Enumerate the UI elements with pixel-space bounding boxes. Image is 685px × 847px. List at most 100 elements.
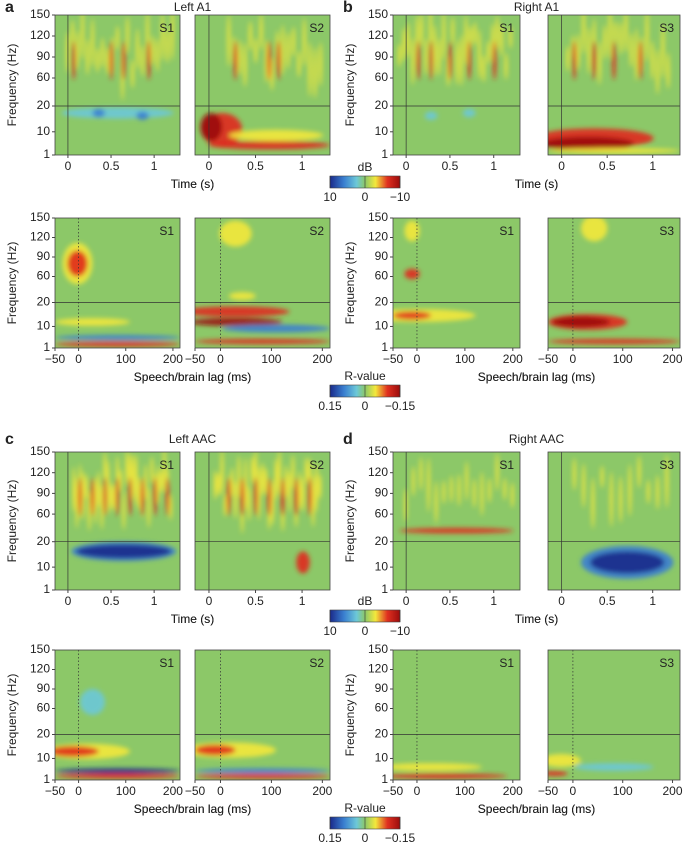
heatmap-blob [291,26,296,58]
y-tick-label: 1 [43,340,50,354]
x-tick-label: 0.5 [103,159,120,173]
heatmap-blob [259,15,263,51]
plot-frame [194,649,331,781]
heatmap-blob [460,34,464,87]
x-tick-label: 0.5 [599,594,616,608]
x-axis-label: Speech/brain lag (ms) [134,802,251,816]
heatmap-texture [195,742,330,779]
heatmap-texture [548,754,654,777]
heatmap-blob [548,754,581,767]
heatmap-blob [248,21,252,51]
x-tick-label: 200 [503,784,523,798]
heatmap-blob [151,35,154,66]
subject-tag: S1 [159,224,174,238]
plot-frame [54,451,181,591]
heatmap-blob [90,477,95,517]
y-tick-label: 120 [30,662,50,676]
heatmap-blob [250,455,254,485]
heatmap-blob [72,40,76,81]
x-tick-label: 200 [312,352,332,366]
heatmap-blob [477,29,481,80]
x-tick-label: −50 [45,784,66,798]
heatmap-blob [472,478,476,508]
heatmap-blob [109,40,113,81]
x-tick-label: 100 [613,784,633,798]
colorbar-tick-label: −0.15 [385,831,416,845]
heatmap-bg [393,650,520,780]
heatmap-blob [131,453,135,501]
x-tick-label: 0 [65,594,72,608]
heatmap-blob [112,483,116,512]
x-tick-label: 0 [75,784,82,798]
heatmap [572,454,674,579]
x-tick-label: 0 [414,352,421,366]
heatmap-blob [650,40,654,80]
x-tick-label: −50 [383,784,404,798]
heatmap-blob [574,763,654,771]
heatmap-blob [126,16,129,54]
x-axis-label: Speech/brain lag (ms) [478,370,595,384]
heatmap-blob [608,15,612,60]
y-tick-label: 20 [375,295,389,309]
heatmap-blob [291,454,295,490]
heatmap-blob [226,477,231,517]
y-tick-label: 1 [381,340,388,354]
x-axis-label: Time (s) [515,612,559,626]
subject-tag: S3 [659,458,674,472]
heatmap-blob [500,24,504,57]
y-tick-label: 90 [37,486,51,500]
x-tick-label: 0 [403,594,410,608]
heatmap-blob [97,470,101,508]
heatmap-blob [628,464,632,517]
x-tick-label: 0 [217,352,224,366]
heatmap-blob [420,15,424,48]
x-tick-label: 1 [151,159,158,173]
heatmap-blob [592,40,597,81]
heatmap [200,15,330,150]
heatmap-blob [397,43,401,67]
heatmap-blob [162,452,166,493]
heatmap-texture [55,242,180,347]
heatmap-blob [314,461,319,513]
y-tick-label: 60 [37,70,51,84]
heatmap-blob [195,773,330,779]
heatmap-blob [103,452,107,486]
y-tick-label: 1 [43,582,50,596]
y-tick-label: 150 [30,642,50,656]
y-tick-label: 150 [30,444,50,458]
subject-tag: S2 [309,21,324,35]
heatmap-blob [91,18,94,68]
y-tick-label: 10 [37,751,51,765]
y-tick-label: 120 [368,465,388,479]
heatmap-blob [228,129,324,141]
heatmap-blob [666,52,670,89]
y-tick-label: 150 [368,444,388,458]
heatmap-blob [257,466,261,521]
heatmap-blob [92,108,105,118]
heatmap [548,754,654,777]
heatmap-blob [581,218,608,242]
x-axis-label: Time (s) [171,612,215,626]
x-tick-label: 1 [490,594,497,608]
heatmap-blob [637,455,641,489]
x-tick-label: 1 [151,594,158,608]
heatmap-blob [600,465,604,488]
heatmap-blob [264,39,269,84]
x-tick-label: 0 [217,784,224,798]
heatmap-blob [597,40,602,85]
heatmap-blob [318,474,322,500]
y-tick-label: 10 [375,751,389,765]
heatmap-blob [195,338,330,345]
heatmap-blob [136,111,149,121]
heatmap-texture [195,220,330,345]
heatmap-blob [634,28,639,82]
colorbar-tick-label: 0.15 [318,831,342,845]
heatmap-blob [404,220,420,242]
colorbar-label: R-value [344,801,386,815]
heatmap-blob [243,42,247,87]
heatmap-blob [467,40,471,81]
heatmap-blob [406,21,410,58]
heatmap-blob [402,27,406,62]
y-tick-label: 20 [375,534,389,548]
heatmap [399,452,514,534]
